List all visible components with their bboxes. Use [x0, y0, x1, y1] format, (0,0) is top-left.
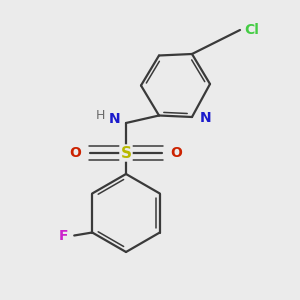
- Text: H: H: [96, 109, 105, 122]
- Text: O: O: [70, 146, 82, 160]
- Text: Cl: Cl: [244, 23, 260, 37]
- Text: S: S: [121, 146, 131, 160]
- Text: N: N: [200, 112, 211, 125]
- Text: N: N: [109, 112, 120, 126]
- Text: O: O: [170, 146, 182, 160]
- Text: F: F: [59, 229, 68, 242]
